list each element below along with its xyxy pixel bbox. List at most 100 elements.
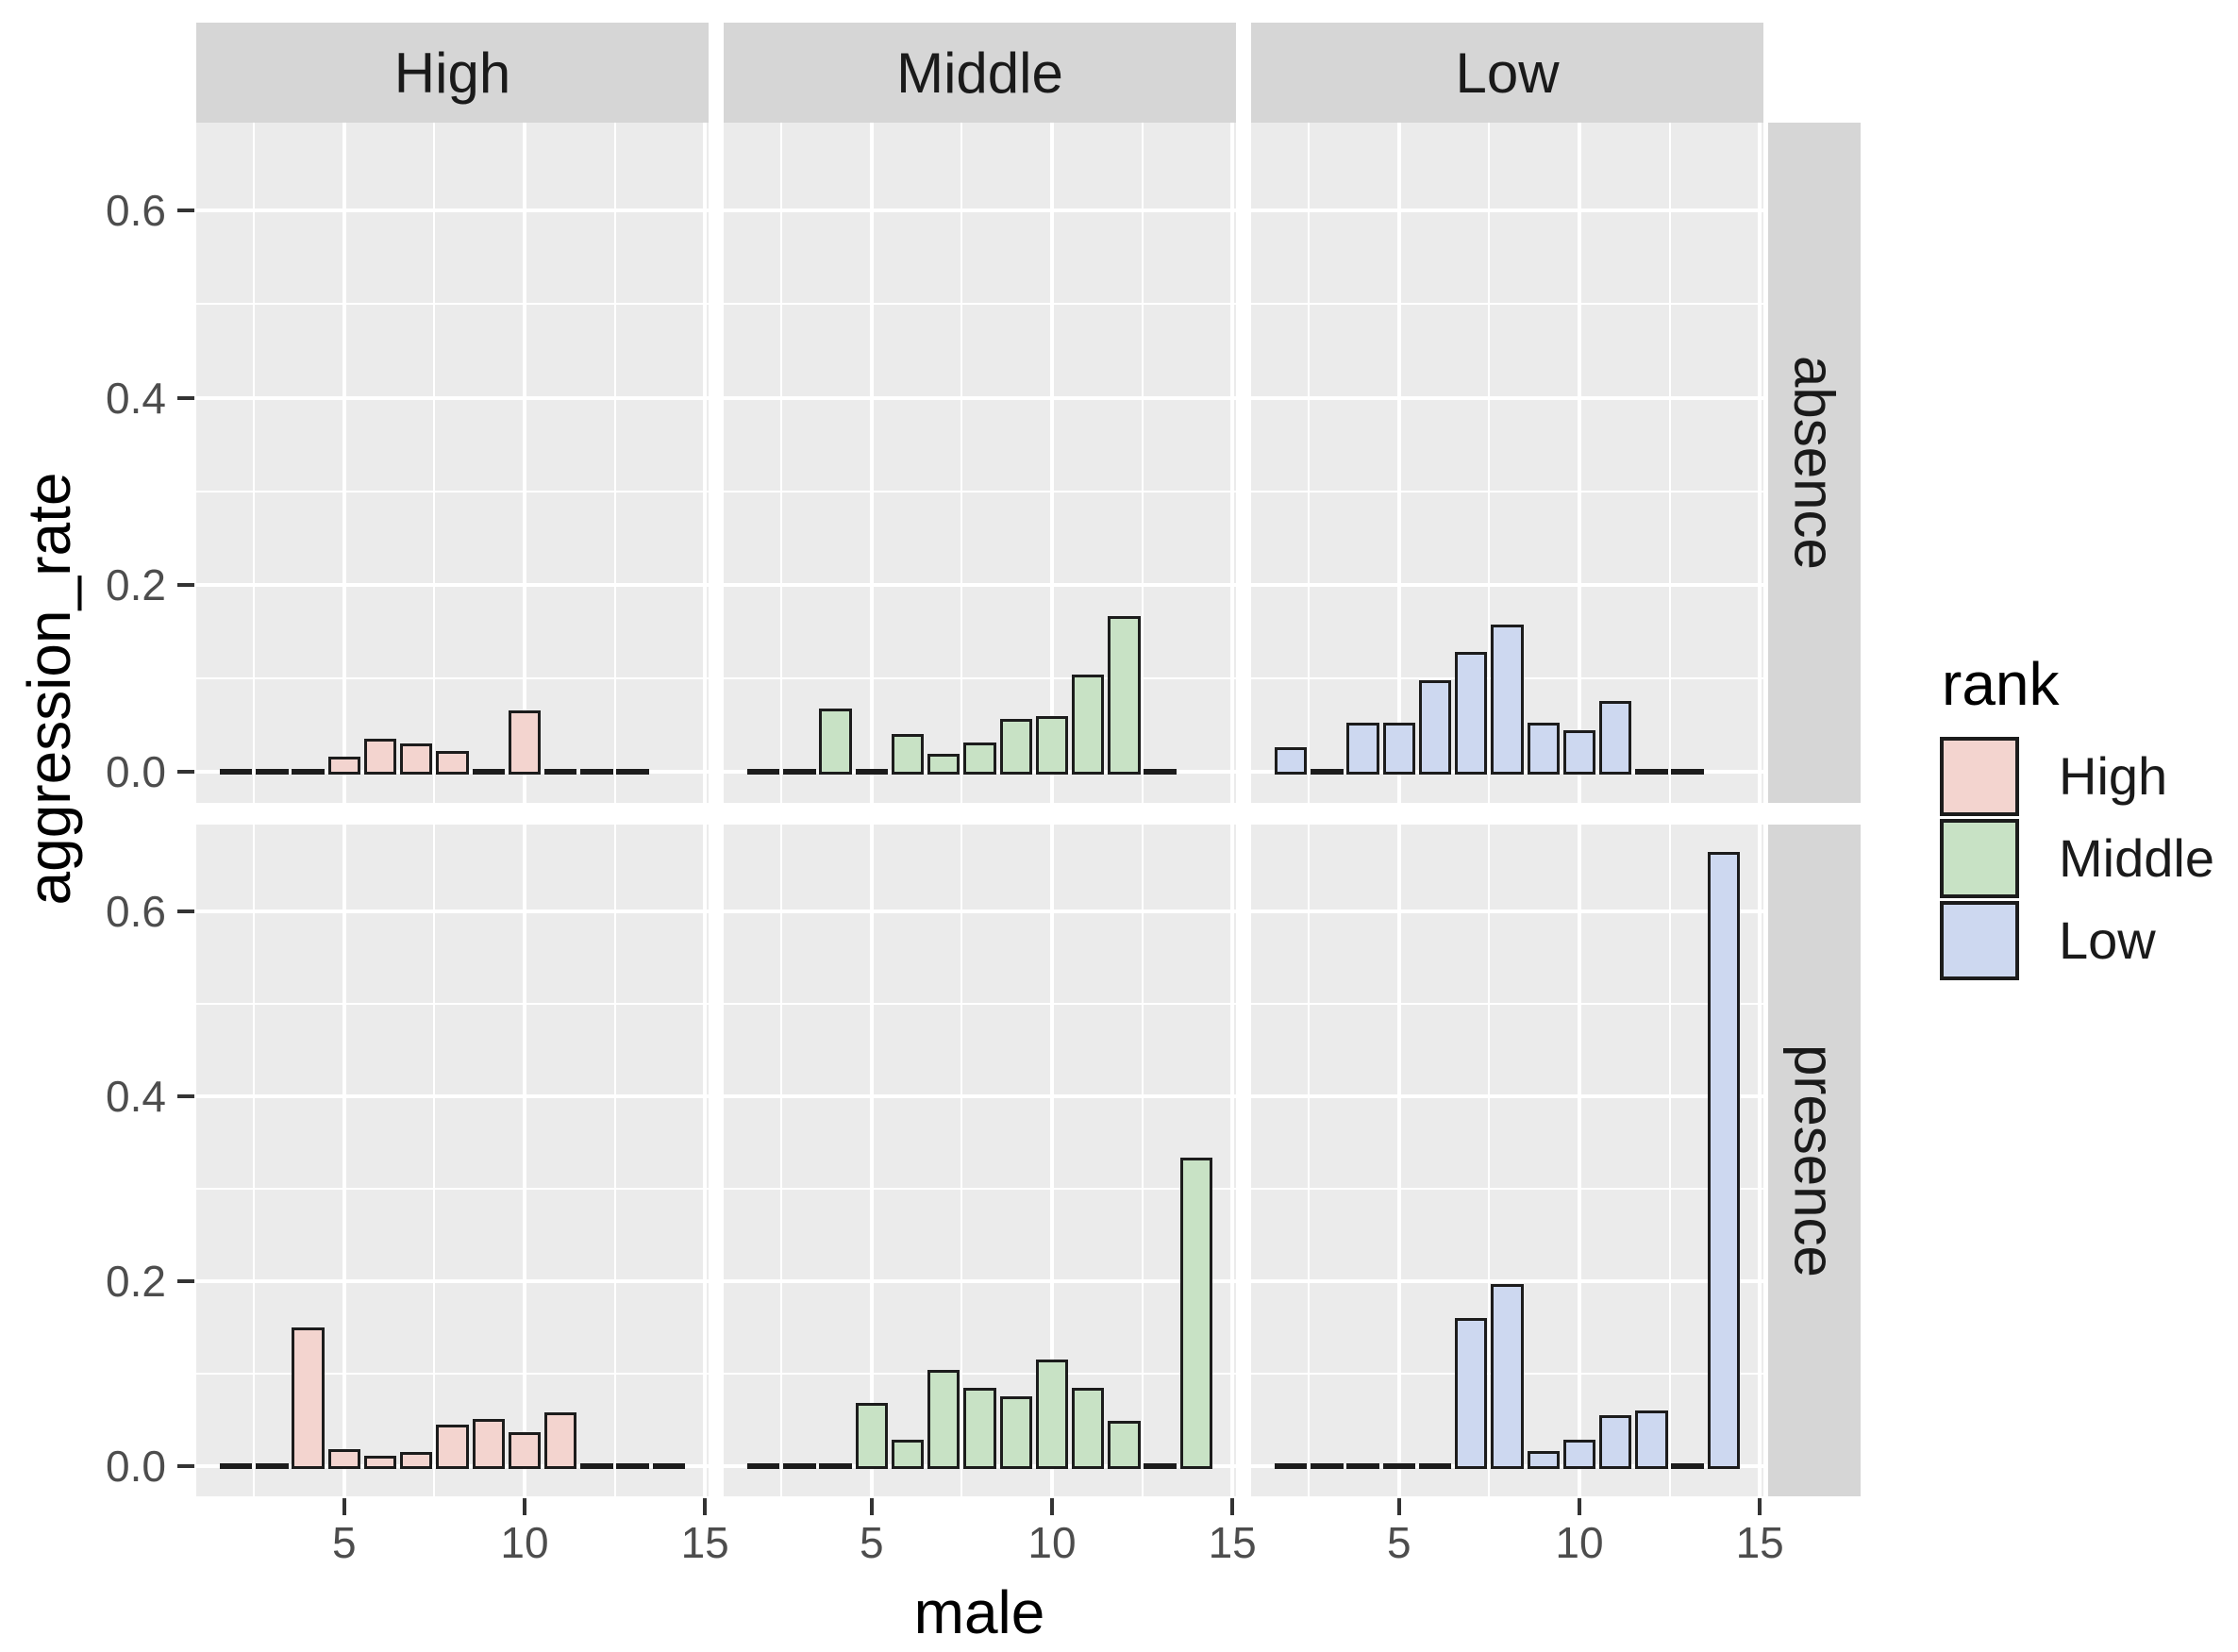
- bar-middle-presence-male-12: [1108, 1420, 1141, 1469]
- bar-low-absence-male-7: [1455, 652, 1488, 776]
- gridline-minor-vertical: [1308, 825, 1311, 1496]
- y-axis-tick-label: 0.4: [106, 1071, 166, 1121]
- gridline-minor-horizontal: [724, 490, 1236, 492]
- x-axis-tick-mark: [869, 1498, 874, 1515]
- bar-low-absence-male-2: [1274, 747, 1308, 776]
- gridline-minor-vertical: [1308, 123, 1311, 803]
- gridline-major-vertical: [522, 825, 526, 1496]
- x-axis-tick-label: 15: [1208, 1518, 1257, 1567]
- gridline-major-vertical: [703, 825, 708, 1496]
- facet-strip-row-presence: presence: [1768, 825, 1861, 1496]
- bar-high-presence-male-4: [292, 1327, 325, 1469]
- bar-high-absence-male-3: [256, 769, 289, 776]
- gridline-major-horizontal: [1251, 209, 1763, 213]
- bar-low-presence-male-14: [1707, 852, 1741, 1469]
- x-axis-tick-label: 5: [1386, 1518, 1411, 1567]
- y-axis-tick-label: 0.0: [106, 1441, 166, 1491]
- facet-strip-col-high: High: [196, 23, 709, 123]
- x-axis-tick-label: 15: [680, 1518, 729, 1567]
- bar-low-presence-male-12: [1635, 1410, 1668, 1469]
- gridline-minor-vertical: [780, 123, 783, 803]
- bar-middle-absence-male-2: [746, 769, 780, 776]
- bar-high-presence-male-8: [436, 1424, 469, 1469]
- bar-low-absence-male-9: [1527, 722, 1560, 776]
- gridline-major-vertical: [342, 123, 346, 803]
- gridline-major-horizontal: [724, 209, 1236, 213]
- gridline-minor-horizontal: [196, 303, 709, 306]
- bar-middle-absence-male-10: [1035, 715, 1069, 776]
- gridline-minor-vertical: [433, 123, 436, 803]
- x-axis-tick-label: 10: [1027, 1518, 1077, 1567]
- gridline-major-vertical: [1230, 123, 1235, 803]
- gridline-major-horizontal: [724, 909, 1236, 914]
- gridline-minor-vertical: [253, 825, 256, 1496]
- bar-low-absence-male-11: [1599, 700, 1632, 776]
- gridline-major-horizontal: [724, 1093, 1236, 1098]
- gridline-major-vertical: [1577, 825, 1581, 1496]
- y-axis-tick-label: 0.4: [106, 373, 166, 423]
- bar-high-presence-male-2: [219, 1462, 253, 1469]
- bar-high-absence-male-9: [472, 769, 505, 776]
- x-axis-tick-mark: [342, 1498, 346, 1515]
- bar-middle-presence-male-5: [855, 1403, 888, 1469]
- gridline-minor-horizontal: [196, 1372, 709, 1375]
- gridline-minor-vertical: [960, 123, 963, 803]
- x-axis-tick-label: 10: [1555, 1518, 1604, 1567]
- gridline-minor-horizontal: [1251, 1187, 1763, 1190]
- y-axis-tick-mark: [177, 1278, 194, 1283]
- x-axis-tick-label: 5: [331, 1518, 357, 1567]
- bar-middle-presence-male-10: [1035, 1359, 1069, 1469]
- bar-low-presence-male-8: [1491, 1283, 1524, 1469]
- gridline-minor-vertical: [613, 825, 616, 1496]
- gridline-major-horizontal: [1251, 582, 1763, 587]
- bar-middle-absence-male-6: [891, 733, 925, 776]
- gridline-minor-vertical: [433, 825, 436, 1496]
- facet-panel-middle-absence: [724, 123, 1236, 803]
- gridline-minor-horizontal: [196, 1002, 709, 1005]
- gridline-minor-vertical: [1668, 123, 1671, 803]
- legend-title: rank: [1942, 650, 2060, 718]
- facet-strip-col-low: Low: [1251, 23, 1763, 123]
- bar-low-presence-male-9: [1527, 1450, 1560, 1469]
- bar-high-absence-male-8: [436, 751, 469, 776]
- facet-strip-col-label: Middle: [896, 41, 1063, 105]
- bar-low-presence-male-13: [1671, 1462, 1704, 1469]
- y-axis-tick-mark: [177, 909, 194, 914]
- gridline-minor-vertical: [780, 825, 783, 1496]
- bar-high-presence-male-13: [616, 1462, 649, 1469]
- facet-strip-row-label: presence: [1782, 1043, 1846, 1277]
- x-axis-tick-mark: [522, 1498, 526, 1515]
- bar-low-absence-male-4: [1346, 722, 1379, 776]
- bar-high-presence-male-5: [327, 1448, 360, 1469]
- gridline-major-vertical: [342, 825, 346, 1496]
- gridline-major-vertical: [703, 123, 708, 803]
- y-axis-title: aggression_rate: [15, 472, 83, 906]
- gridline-major-horizontal: [196, 395, 709, 400]
- gridline-major-horizontal: [1251, 1093, 1763, 1098]
- x-axis-tick-mark: [1049, 1498, 1054, 1515]
- gridline-minor-vertical: [613, 123, 616, 803]
- bar-middle-absence-male-5: [855, 769, 888, 776]
- gridline-major-horizontal: [724, 582, 1236, 587]
- bar-high-presence-male-11: [544, 1411, 577, 1469]
- bar-middle-absence-male-11: [1072, 675, 1105, 776]
- gridline-major-vertical: [1396, 825, 1401, 1496]
- gridline-major-horizontal: [196, 582, 709, 587]
- bar-middle-absence-male-4: [819, 708, 852, 776]
- y-axis-tick-mark: [177, 582, 194, 587]
- bar-low-presence-male-2: [1274, 1462, 1308, 1469]
- bar-high-absence-male-11: [544, 769, 577, 776]
- bar-middle-absence-male-12: [1108, 615, 1141, 776]
- gridline-minor-vertical: [253, 123, 256, 803]
- x-axis-title: male: [913, 1578, 1045, 1646]
- gridline-minor-vertical: [1668, 825, 1671, 1496]
- gridline-minor-vertical: [1488, 123, 1491, 803]
- bar-high-presence-male-14: [652, 1462, 686, 1469]
- bar-low-presence-male-10: [1562, 1440, 1596, 1469]
- x-axis-tick-label: 15: [1735, 1518, 1784, 1567]
- gridline-major-horizontal: [196, 1093, 709, 1098]
- bar-middle-absence-male-9: [999, 718, 1032, 776]
- bar-low-presence-male-5: [1382, 1462, 1415, 1469]
- bar-middle-presence-male-14: [1179, 1158, 1213, 1469]
